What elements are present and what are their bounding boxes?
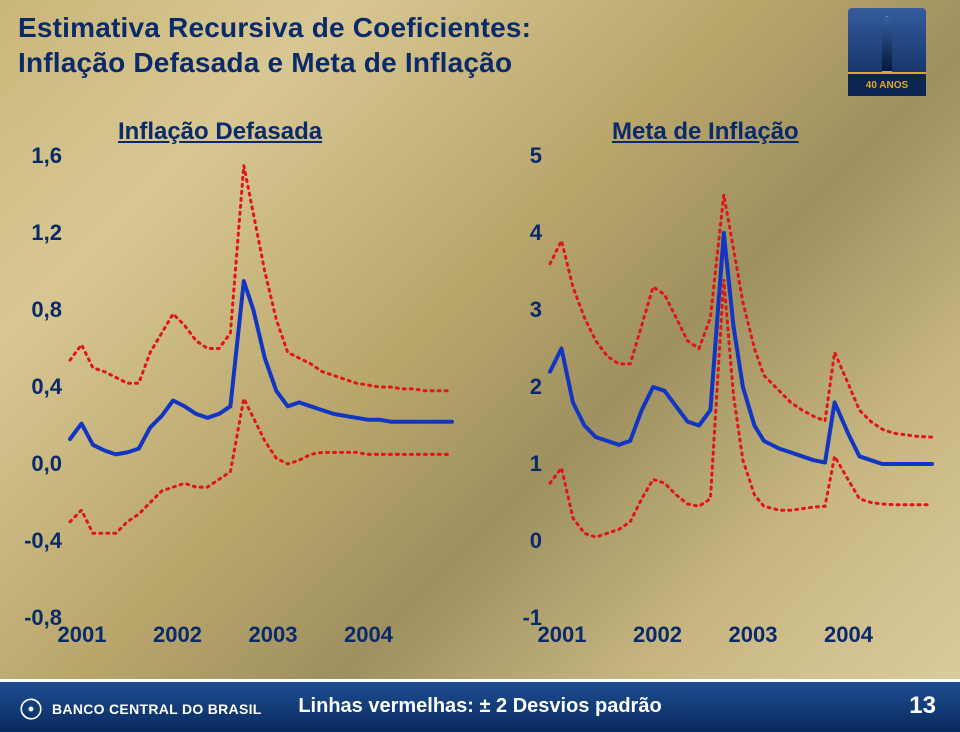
y-tick-label: 0,4	[14, 374, 62, 400]
x-tick-label: 2001	[42, 622, 122, 648]
title-line1: Estimativa Recursiva de Coeficientes:	[18, 12, 531, 43]
y-tick-label: 4	[494, 220, 542, 246]
x-tick-label: 2004	[329, 622, 409, 648]
footer-bar: BANCO CENTRAL DO BRASIL Linhas vermelhas…	[0, 679, 960, 732]
lower-band-line	[550, 279, 932, 537]
y-tick-label: 0	[494, 528, 542, 554]
y-tick-label: 1,2	[14, 220, 62, 246]
right-chart-title: Meta de Inflação	[612, 118, 799, 146]
right-chart-svg	[494, 150, 938, 652]
y-tick-label: 5	[494, 143, 542, 169]
center-line	[70, 281, 452, 454]
logo-caption: 40 ANOS	[848, 72, 926, 96]
page-number: 13	[909, 692, 936, 720]
center-line	[550, 233, 932, 464]
x-tick-label: 2002	[138, 622, 218, 648]
y-tick-label: 1	[494, 451, 542, 477]
x-tick-label: 2001	[522, 622, 602, 648]
x-tick-label: 2003	[233, 622, 313, 648]
slide: 40 ANOS Estimativa Recursiva de Coeficie…	[0, 0, 960, 732]
page-title: Estimativa Recursiva de Coeficientes: In…	[18, 10, 531, 80]
x-tick-label: 2002	[618, 622, 698, 648]
y-tick-label: 2	[494, 374, 542, 400]
x-tick-label: 2003	[713, 622, 793, 648]
title-line2: Inflação Defasada e Meta de Inflação	[18, 47, 512, 78]
upper-band-line	[550, 195, 932, 438]
y-tick-label: 0,8	[14, 297, 62, 323]
x-tick-label: 2004	[809, 622, 889, 648]
upper-band-line	[70, 166, 452, 391]
y-tick-label: 1,6	[14, 143, 62, 169]
lower-band-line	[70, 399, 452, 534]
y-tick-label: 3	[494, 297, 542, 323]
right-chart: -10123452001200220032004	[494, 150, 938, 652]
left-chart-title: Inflação Defasada	[118, 118, 322, 146]
left-chart: -0,8-0,40,00,40,81,21,62001200220032004	[14, 150, 458, 652]
footer-caption: Linhas vermelhas: ± 2 Desvios padrão	[0, 695, 960, 718]
bcb-40anos-logo: 40 ANOS	[848, 8, 926, 96]
y-tick-label: -0,4	[14, 528, 62, 554]
y-tick-label: 0,0	[14, 451, 62, 477]
left-chart-svg	[14, 150, 458, 652]
